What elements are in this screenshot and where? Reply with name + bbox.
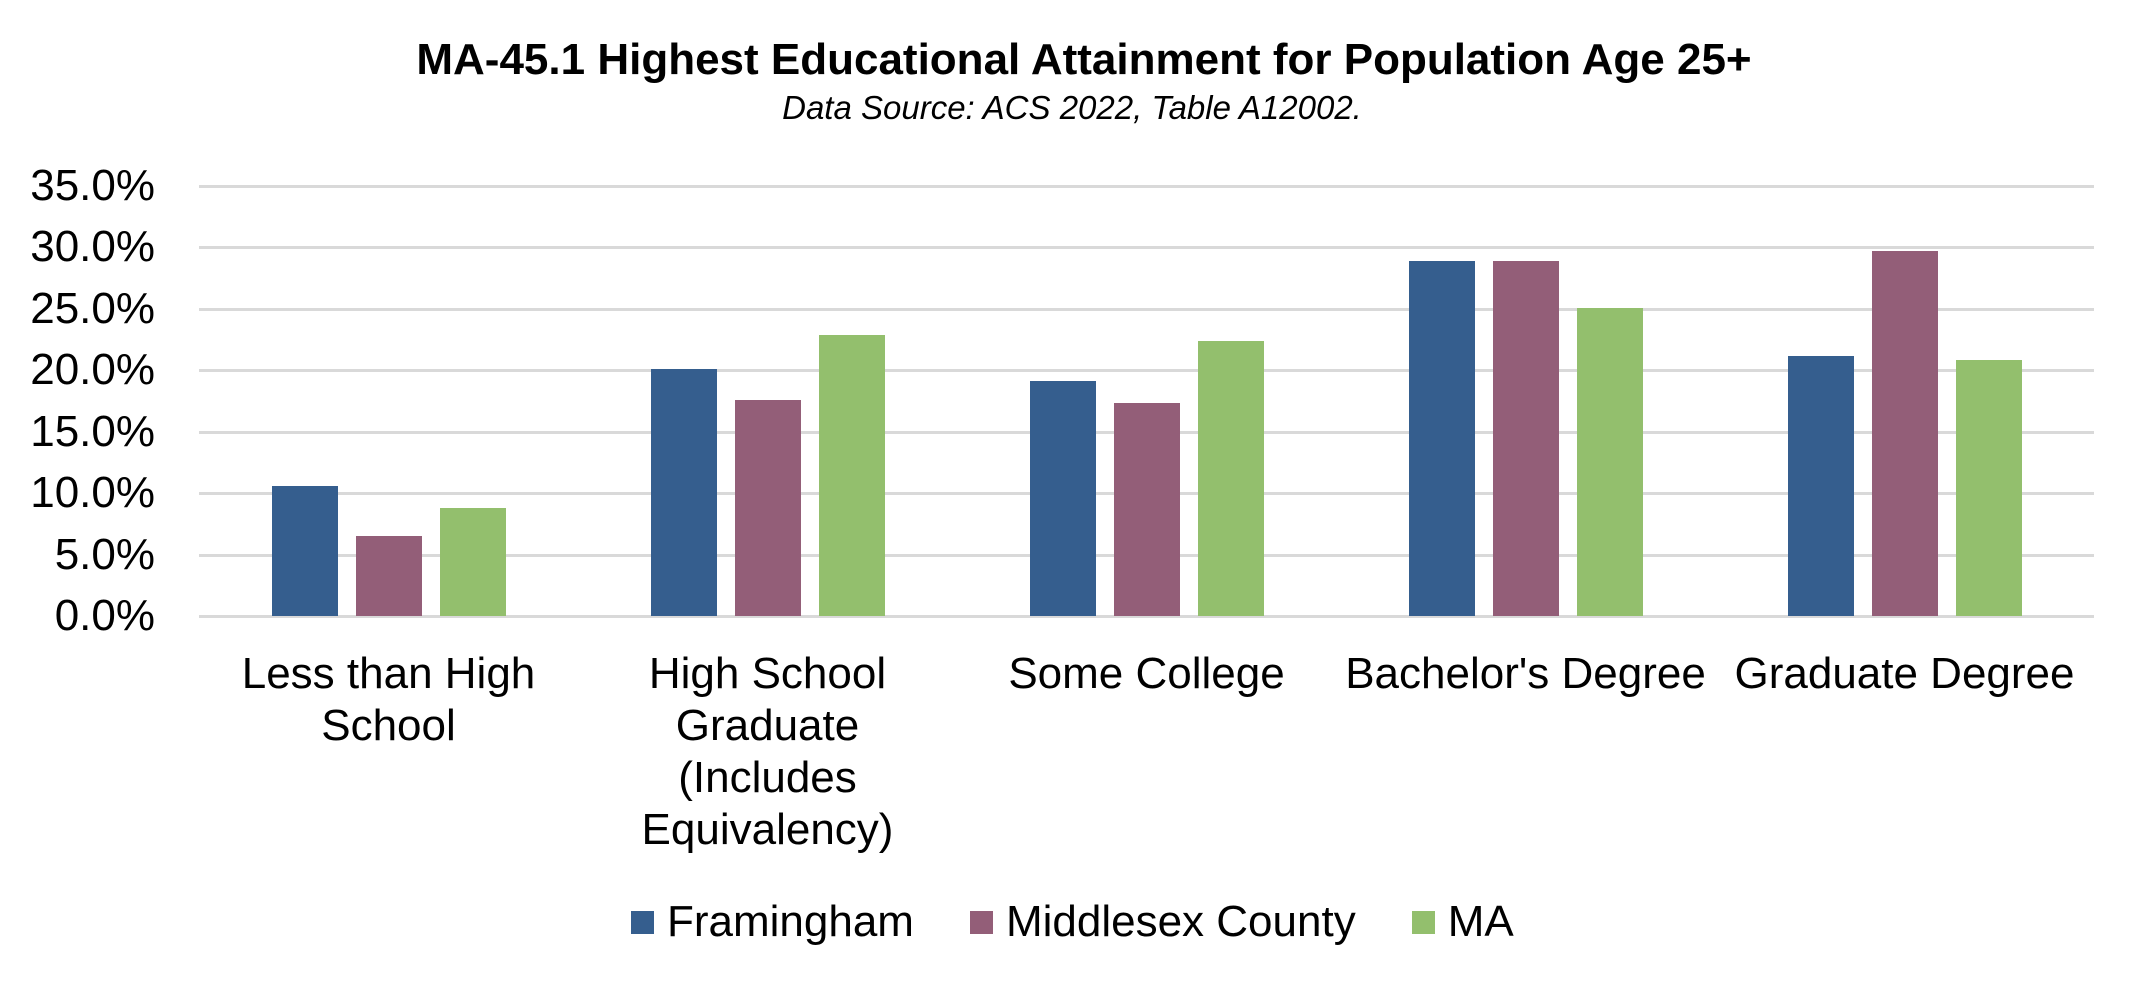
gridline <box>199 185 2094 188</box>
bar-middlesex-county <box>1871 251 1938 616</box>
bar-framingham <box>650 369 717 616</box>
gridline <box>199 307 2094 311</box>
y-tick-label: 10.0% <box>30 468 155 518</box>
bar-middlesex-county <box>1113 403 1180 616</box>
bar-middlesex-county <box>1492 260 1559 616</box>
x-axis-label-line: School <box>321 701 456 750</box>
x-axis-label-line: (Includes <box>678 753 857 802</box>
bar-framingham <box>1408 260 1475 616</box>
y-tick-label: 15.0% <box>30 406 155 456</box>
bar-middlesex-county <box>355 536 422 616</box>
x-axis-label: Graduate Degree <box>1713 648 2096 700</box>
x-axis-label: Bachelor's Degree <box>1334 648 1717 700</box>
legend-item-middlesex-county: Middlesex County <box>969 896 1356 948</box>
legend-swatch-icon <box>969 910 993 934</box>
bar-ma <box>818 334 885 616</box>
x-axis-label-line: Bachelor's Degree <box>1345 649 1706 698</box>
x-axis-label-line: Equivalency) <box>641 805 894 854</box>
legend-swatch-icon <box>1411 910 1435 934</box>
gridline <box>199 246 2094 250</box>
legend-item-ma: MA <box>1411 896 1514 948</box>
x-axis-label: Some College <box>957 648 1336 700</box>
x-axis-label-line: Graduate <box>675 701 860 750</box>
legend-item-framingham: Framingham <box>631 896 914 948</box>
y-tick-label: 30.0% <box>30 222 155 272</box>
gridline <box>199 369 2094 373</box>
x-axis-label-line: Some College <box>1008 649 1285 698</box>
x-axis-label: Less than High School <box>199 648 578 752</box>
legend-swatch-icon <box>631 910 654 934</box>
y-tick-label: 0.0% <box>54 591 155 640</box>
legend: Framingham Middlesex County MA <box>631 896 1570 948</box>
y-tick-label: 25.0% <box>30 283 155 333</box>
legend-label: MA <box>1447 897 1514 946</box>
legend-label: Middlesex County <box>1005 897 1356 946</box>
x-axis-label: High School Graduate (Includes Equivalency) <box>578 648 957 856</box>
bar-middlesex-county <box>734 399 801 616</box>
bar-framingham <box>1029 381 1096 616</box>
legend-label: Framingham <box>667 897 914 946</box>
gridline <box>199 615 2094 618</box>
x-axis-label-line: Graduate Degree <box>1734 649 2075 698</box>
bar-ma <box>1197 340 1264 616</box>
x-axis-label-line: Less than High <box>241 649 536 698</box>
plot-area <box>199 185 2094 618</box>
bar-framingham <box>271 485 338 616</box>
x-axis-label-line: High School <box>648 649 887 698</box>
chart-title: MA-45.1 Highest Educational Attainment f… <box>416 35 1752 84</box>
y-tick-label: 35.0% <box>30 161 155 210</box>
bar-ma <box>1955 360 2022 616</box>
chart-subtitle: Data Source: ACS 2022, Table A12002. <box>782 89 1362 126</box>
bar-framingham <box>1787 355 1854 616</box>
y-tick-label: 5.0% <box>54 529 155 579</box>
bar-ma <box>439 507 506 616</box>
y-tick-label: 20.0% <box>30 345 155 395</box>
bar-ma <box>1576 307 1643 616</box>
